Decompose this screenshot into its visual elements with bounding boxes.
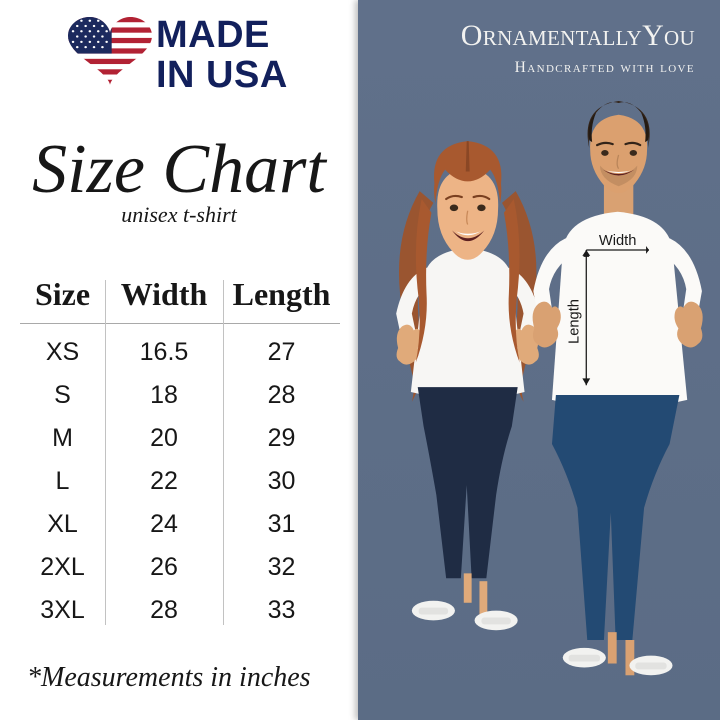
svg-text:Width: Width [599,233,637,249]
svg-text:Length: Length [566,299,582,344]
